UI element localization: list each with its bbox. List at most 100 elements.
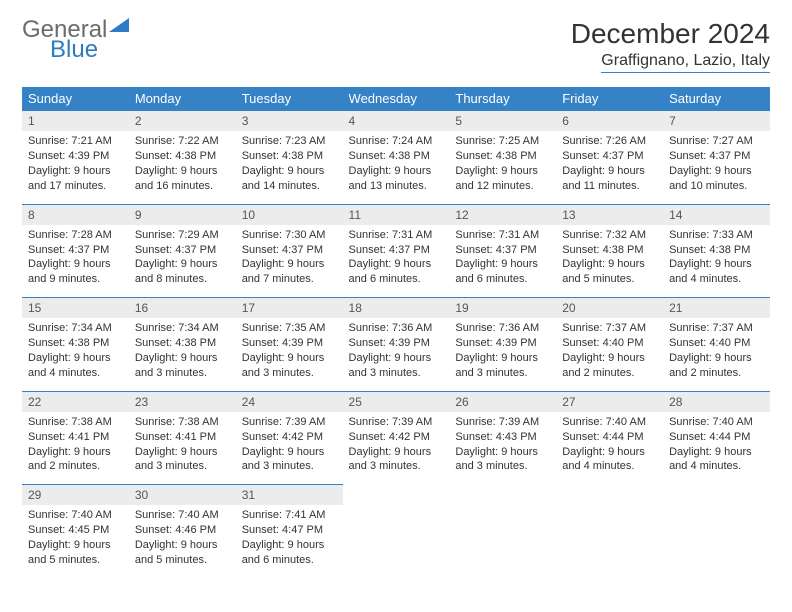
sunrise-text: Sunrise: 7:39 AM — [349, 415, 444, 430]
daylight-text: Daylight: 9 hours — [455, 257, 550, 272]
day-details: Sunrise: 7:38 AMSunset: 4:41 PMDaylight:… — [129, 412, 236, 484]
daylight-text: and 4 minutes. — [669, 459, 764, 474]
day-number: 4 — [343, 110, 450, 131]
calendar-day-cell: 18Sunrise: 7:36 AMSunset: 4:39 PMDayligh… — [343, 297, 450, 391]
calendar-day-cell: 26Sunrise: 7:39 AMSunset: 4:43 PMDayligh… — [449, 391, 556, 485]
sunset-text: Sunset: 4:40 PM — [669, 336, 764, 351]
sunrise-text: Sunrise: 7:26 AM — [562, 134, 657, 149]
daylight-text: Daylight: 9 hours — [135, 538, 230, 553]
daylight-text: and 2 minutes. — [562, 366, 657, 381]
day-number: 27 — [556, 391, 663, 412]
daylight-text: Daylight: 9 hours — [242, 538, 337, 553]
daylight-text: and 5 minutes. — [28, 553, 123, 568]
calendar-day-cell: 27Sunrise: 7:40 AMSunset: 4:44 PMDayligh… — [556, 391, 663, 485]
daylight-text: Daylight: 9 hours — [455, 164, 550, 179]
daylight-text: and 3 minutes. — [349, 366, 444, 381]
calendar-day-cell — [343, 484, 450, 578]
calendar-day-cell — [449, 484, 556, 578]
daylight-text: and 17 minutes. — [28, 179, 123, 194]
daylight-text: and 4 minutes. — [562, 459, 657, 474]
sunset-text: Sunset: 4:39 PM — [28, 149, 123, 164]
day-number: 14 — [663, 204, 770, 225]
daylight-text: Daylight: 9 hours — [28, 538, 123, 553]
sunset-text: Sunset: 4:37 PM — [349, 243, 444, 258]
day-details: Sunrise: 7:39 AMSunset: 4:43 PMDaylight:… — [449, 412, 556, 484]
sunset-text: Sunset: 4:38 PM — [455, 149, 550, 164]
daylight-text: and 4 minutes. — [28, 366, 123, 381]
daylight-text: and 12 minutes. — [455, 179, 550, 194]
calendar-week-row: 29Sunrise: 7:40 AMSunset: 4:45 PMDayligh… — [22, 484, 770, 578]
calendar-day-cell: 15Sunrise: 7:34 AMSunset: 4:38 PMDayligh… — [22, 297, 129, 391]
day-details: Sunrise: 7:36 AMSunset: 4:39 PMDaylight:… — [343, 318, 450, 390]
day-number: 25 — [343, 391, 450, 412]
daylight-text: and 11 minutes. — [562, 179, 657, 194]
daylight-text: Daylight: 9 hours — [28, 164, 123, 179]
daylight-text: and 6 minutes. — [242, 553, 337, 568]
day-details: Sunrise: 7:38 AMSunset: 4:41 PMDaylight:… — [22, 412, 129, 484]
day-number: 19 — [449, 297, 556, 318]
daylight-text: and 5 minutes. — [562, 272, 657, 287]
logo-triangle-icon — [109, 18, 129, 32]
daylight-text: Daylight: 9 hours — [562, 351, 657, 366]
logo-text-block: General Blue — [22, 18, 129, 62]
sunrise-text: Sunrise: 7:32 AM — [562, 228, 657, 243]
daylight-text: and 2 minutes. — [669, 366, 764, 381]
sunrise-text: Sunrise: 7:27 AM — [669, 134, 764, 149]
sunrise-text: Sunrise: 7:39 AM — [455, 415, 550, 430]
weekday-header: Monday — [129, 87, 236, 110]
sunrise-text: Sunrise: 7:34 AM — [28, 321, 123, 336]
sunset-text: Sunset: 4:38 PM — [135, 149, 230, 164]
calendar-table: Sunday Monday Tuesday Wednesday Thursday… — [22, 87, 770, 578]
sunrise-text: Sunrise: 7:31 AM — [455, 228, 550, 243]
sunset-text: Sunset: 4:37 PM — [669, 149, 764, 164]
title-block: December 2024 Graffignano, Lazio, Italy — [571, 18, 770, 73]
sunrise-text: Sunrise: 7:41 AM — [242, 508, 337, 523]
daylight-text: Daylight: 9 hours — [455, 445, 550, 460]
day-details: Sunrise: 7:22 AMSunset: 4:38 PMDaylight:… — [129, 131, 236, 203]
sunset-text: Sunset: 4:38 PM — [562, 243, 657, 258]
sunrise-text: Sunrise: 7:34 AM — [135, 321, 230, 336]
daylight-text: Daylight: 9 hours — [562, 164, 657, 179]
day-details: Sunrise: 7:37 AMSunset: 4:40 PMDaylight:… — [663, 318, 770, 390]
daylight-text: and 4 minutes. — [669, 272, 764, 287]
daylight-text: Daylight: 9 hours — [562, 445, 657, 460]
calendar-week-row: 22Sunrise: 7:38 AMSunset: 4:41 PMDayligh… — [22, 391, 770, 485]
sunrise-text: Sunrise: 7:40 AM — [28, 508, 123, 523]
calendar-day-cell: 1Sunrise: 7:21 AMSunset: 4:39 PMDaylight… — [22, 110, 129, 204]
daylight-text: Daylight: 9 hours — [242, 445, 337, 460]
daylight-text: and 3 minutes. — [135, 459, 230, 474]
daylight-text: and 5 minutes. — [135, 553, 230, 568]
daylight-text: and 3 minutes. — [455, 459, 550, 474]
sunrise-text: Sunrise: 7:31 AM — [349, 228, 444, 243]
daylight-text: and 10 minutes. — [669, 179, 764, 194]
weekday-header: Wednesday — [343, 87, 450, 110]
day-number: 6 — [556, 110, 663, 131]
daylight-text: Daylight: 9 hours — [135, 164, 230, 179]
day-details: Sunrise: 7:25 AMSunset: 4:38 PMDaylight:… — [449, 131, 556, 203]
daylight-text: and 3 minutes. — [135, 366, 230, 381]
calendar-day-cell: 31Sunrise: 7:41 AMSunset: 4:47 PMDayligh… — [236, 484, 343, 578]
day-details: Sunrise: 7:34 AMSunset: 4:38 PMDaylight:… — [22, 318, 129, 390]
calendar-week-row: 8Sunrise: 7:28 AMSunset: 4:37 PMDaylight… — [22, 204, 770, 298]
daylight-text: Daylight: 9 hours — [242, 351, 337, 366]
day-details: Sunrise: 7:21 AMSunset: 4:39 PMDaylight:… — [22, 131, 129, 203]
day-details: Sunrise: 7:37 AMSunset: 4:40 PMDaylight:… — [556, 318, 663, 390]
day-number: 21 — [663, 297, 770, 318]
calendar-day-cell: 12Sunrise: 7:31 AMSunset: 4:37 PMDayligh… — [449, 204, 556, 298]
day-details: Sunrise: 7:29 AMSunset: 4:37 PMDaylight:… — [129, 225, 236, 297]
daylight-text: and 9 minutes. — [28, 272, 123, 287]
day-number: 24 — [236, 391, 343, 412]
sunset-text: Sunset: 4:37 PM — [562, 149, 657, 164]
daylight-text: Daylight: 9 hours — [349, 351, 444, 366]
daylight-text: Daylight: 9 hours — [28, 257, 123, 272]
daylight-text: Daylight: 9 hours — [669, 257, 764, 272]
calendar-day-cell: 28Sunrise: 7:40 AMSunset: 4:44 PMDayligh… — [663, 391, 770, 485]
daylight-text: Daylight: 9 hours — [28, 351, 123, 366]
day-details: Sunrise: 7:40 AMSunset: 4:46 PMDaylight:… — [129, 505, 236, 577]
weekday-header: Saturday — [663, 87, 770, 110]
day-number: 31 — [236, 484, 343, 505]
calendar-day-cell: 13Sunrise: 7:32 AMSunset: 4:38 PMDayligh… — [556, 204, 663, 298]
daylight-text: and 3 minutes. — [349, 459, 444, 474]
calendar-day-cell: 24Sunrise: 7:39 AMSunset: 4:42 PMDayligh… — [236, 391, 343, 485]
daylight-text: and 8 minutes. — [135, 272, 230, 287]
